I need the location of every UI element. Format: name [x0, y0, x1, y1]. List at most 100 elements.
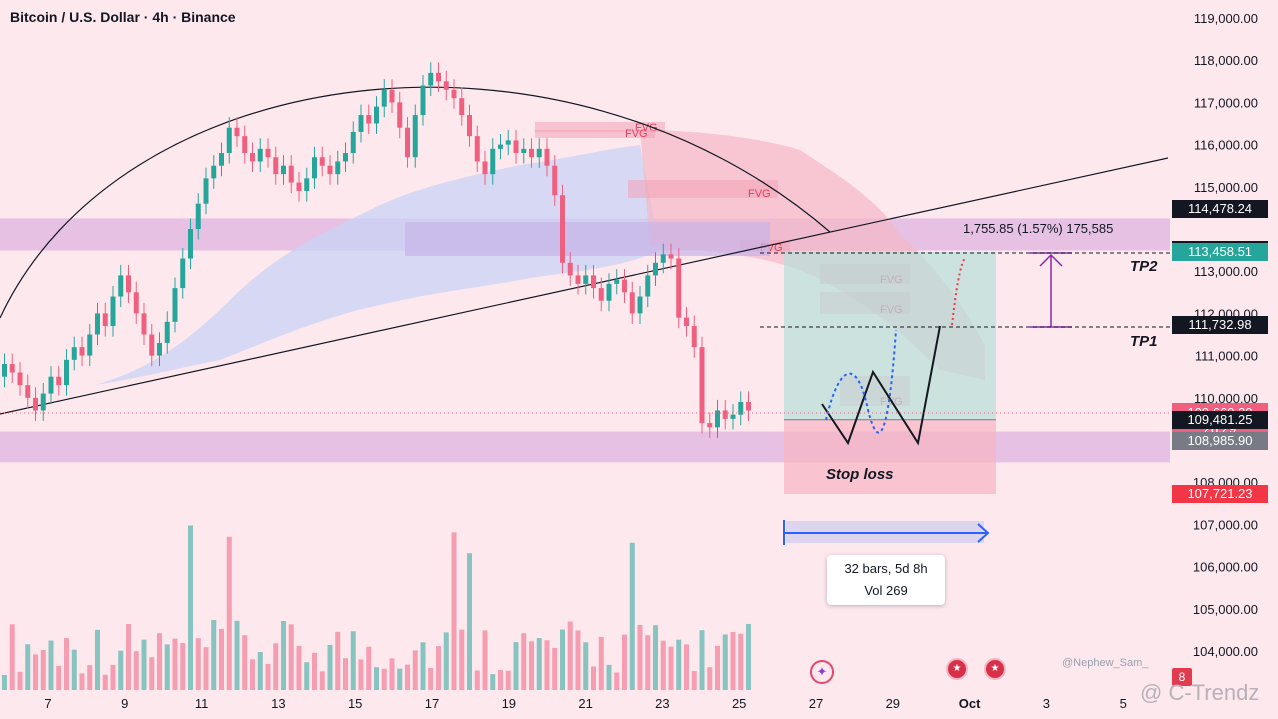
volume-bar: [319, 671, 325, 690]
volume-bar: [203, 647, 209, 690]
watermark: @ C-Trendz: [1140, 680, 1260, 705]
volume-bar: [172, 638, 178, 690]
x-axis: 7 9 11 13 15 17 19 21 23 25 27 29 Oct 3 5: [44, 696, 1126, 711]
volume-bar: [211, 620, 217, 690]
x-tick-label: 27: [809, 696, 823, 711]
candle-body: [33, 397, 38, 411]
candle-body: [157, 342, 162, 356]
us-flag-icon[interactable]: ★: [946, 658, 968, 680]
candle-body: [459, 98, 465, 116]
volume-bar: [219, 628, 224, 690]
candle-body: [474, 136, 480, 162]
range-bars-text: 32 bars, 5d 8h: [844, 561, 928, 576]
candle-body: [273, 157, 279, 175]
candles: [2, 62, 751, 438]
candle-body: [257, 148, 263, 162]
candle-body: [513, 140, 519, 154]
tp1-label: TP1: [1130, 333, 1158, 350]
candle-body: [172, 288, 178, 322]
candle-body: [56, 376, 62, 386]
candle-body: [79, 347, 85, 356]
candle-body: [660, 254, 666, 263]
candle-body: [335, 161, 341, 175]
candle-body: [645, 275, 651, 297]
y-tick-label: 113,000.00: [1194, 264, 1258, 279]
candle-body: [443, 81, 449, 90]
volume-bars: [2, 525, 751, 690]
volume-bar: [614, 672, 620, 690]
candle-body: [707, 423, 713, 428]
x-tick-label: 3: [1043, 696, 1050, 711]
y-axis: 119,000.00 118,000.00 117,000.00 116,000.00…: [1193, 11, 1258, 659]
x-tick-label: 5: [1120, 696, 1127, 711]
candle-body: [552, 165, 558, 196]
candle-body: [374, 106, 379, 124]
overlap-zone: [405, 222, 770, 256]
volume-bar: [622, 634, 627, 690]
volume-bar: [707, 667, 713, 690]
target-area: [784, 251, 996, 420]
volume-bar: [405, 664, 410, 690]
price-tag: 107,721.23: [1172, 484, 1268, 503]
candle-body: [288, 165, 294, 183]
candle-body: [490, 148, 496, 175]
candle-body: [343, 153, 348, 162]
x-tick-label: 13: [271, 696, 285, 711]
measure-label: 1,755.85 (1.57%) 175,585: [963, 221, 1114, 236]
volume-bar: [164, 644, 170, 690]
projection-paths: [821, 257, 966, 446]
range-stats-box: 32 bars, 5d 8h Vol 269: [827, 555, 945, 605]
price-tag: 111,732.98: [1172, 315, 1268, 334]
notification-badge[interactable]: 8: [1172, 668, 1192, 686]
y-tick-label: 106,000.00: [1193, 560, 1258, 575]
candle-body: [746, 402, 751, 411]
candle-body: [126, 275, 131, 293]
fvg-box: [535, 122, 665, 132]
candle-body: [110, 296, 116, 327]
volume-bar: [180, 643, 186, 690]
sparkle-icon[interactable]: ✦: [810, 660, 834, 684]
candle-body: [102, 313, 108, 327]
candle-body: [195, 203, 201, 229]
volume-bar: [9, 624, 15, 690]
candle-body: [2, 364, 7, 377]
stop-loss-label: Stop loss: [826, 466, 894, 483]
volume-bar: [598, 636, 604, 690]
us-flag-icon[interactable]: ★: [984, 658, 1006, 680]
candle-body: [614, 279, 620, 284]
y-tick-label: 111,000.00: [1195, 349, 1258, 364]
candle-body: [629, 292, 635, 314]
candle-body: [164, 321, 170, 343]
candle-body: [9, 364, 15, 373]
x-tick-label: 29: [886, 696, 900, 711]
volume-bar: [428, 668, 434, 690]
volume-bar: [575, 630, 581, 690]
volume-bar: [118, 650, 124, 690]
candle-body: [529, 148, 534, 158]
x-tick-label: 15: [348, 696, 362, 711]
volume-bar: [591, 666, 596, 690]
volume-bar: [637, 624, 643, 690]
candle-body: [312, 157, 317, 179]
y-tick-label: 110,000.00: [1194, 391, 1258, 406]
author-handle: @Nephew_Sam_: [1062, 657, 1149, 669]
candle-body: [521, 148, 527, 154]
fvg-box: [535, 130, 655, 138]
candle-body: [653, 262, 658, 276]
candle-body: [118, 275, 124, 297]
tp2-label: TP2: [1130, 258, 1158, 275]
candle-body: [40, 393, 46, 411]
candle-body: [467, 115, 472, 137]
price-tag: 114,478.24: [1172, 199, 1268, 218]
candle-body: [87, 334, 93, 356]
volume-bar: [281, 621, 286, 690]
long-position-tool: [784, 251, 996, 494]
y-tick-label: 118,000.00: [1194, 53, 1258, 68]
candle-body: [242, 136, 248, 154]
volume-bar: [335, 631, 341, 690]
candle-body: [17, 372, 23, 386]
volume-bar: [343, 658, 348, 690]
candle-body: [296, 182, 302, 192]
y-tick-label: 115,000.00: [1194, 180, 1258, 195]
